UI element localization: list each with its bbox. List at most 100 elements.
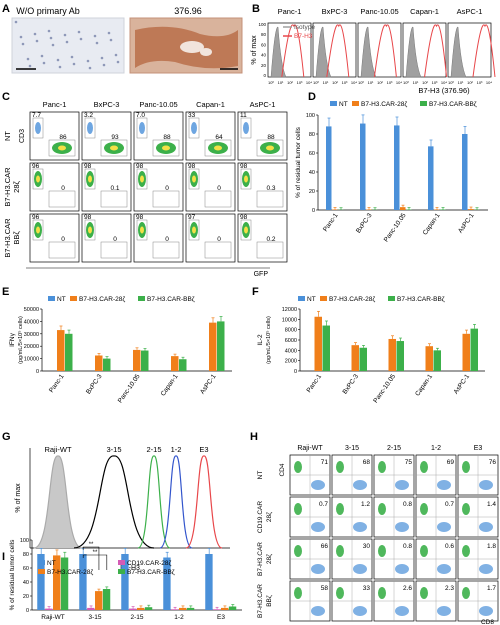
histogram-frame: [357, 22, 402, 78]
tcell-cluster-core: [36, 226, 40, 234]
panel-a-title-right: 376.96: [174, 6, 202, 16]
panel-a-title-left: W/O primary Ab: [16, 6, 80, 16]
legend-entry: B7-H3.CAR-BBζ: [147, 296, 195, 303]
gate-cd3: [32, 117, 44, 139]
ihc-nucleus-mark: [107, 31, 111, 35]
cd4-cluster: [378, 587, 386, 599]
legend-entry: B7-H3.CAR-28ζ: [47, 569, 93, 576]
y-tick-label: 50000: [24, 307, 39, 313]
bar: [428, 146, 434, 210]
gate-gfp: [100, 241, 128, 259]
overlay-histogram: [33, 455, 83, 549]
tcell-cluster: [139, 122, 145, 134]
tcell-cluster-core: [244, 226, 248, 234]
bar: [171, 356, 179, 371]
quadrant-percent: 1.8: [487, 543, 496, 550]
bar: [388, 338, 396, 371]
ihc-nucleus-mark: [35, 39, 39, 43]
cd8-cluster: [437, 564, 451, 574]
tcell-cluster-core: [140, 175, 144, 183]
bar: [53, 555, 61, 610]
bar: [462, 134, 468, 210]
quadrant-percent: 69: [447, 459, 455, 466]
gate-percent: 33: [188, 112, 196, 119]
flow-plot: [237, 111, 288, 161]
gate-percent: 0.1: [110, 185, 119, 192]
gate-percent: 0: [61, 236, 65, 243]
y-axis-label: IFNγ: [9, 332, 16, 346]
panel-letter: D: [308, 91, 316, 103]
row-label: 28ζ: [266, 512, 273, 522]
gate-percent: 7.7: [32, 112, 41, 119]
tick-label: 10⁰: [358, 80, 364, 85]
bar: [186, 607, 195, 610]
legend-swatch: [298, 296, 305, 301]
tcell-cluster: [191, 122, 197, 134]
b7h3-curve: [424, 24, 448, 78]
histogram-label: 3-15: [106, 445, 121, 454]
tick-label: 10¹: [278, 80, 284, 85]
significance-bracket: [82, 546, 100, 570]
cd4-cluster: [462, 503, 470, 515]
quadrant-percent: 1.4: [487, 501, 496, 508]
gate-cd3: [32, 219, 44, 241]
bar: [433, 350, 441, 371]
histogram-title: AsPC-1: [457, 7, 483, 16]
ihc-nucleus-mark: [42, 61, 46, 65]
y-tick-label: 60: [309, 151, 315, 157]
bar: [213, 609, 221, 610]
gate-cd3: [84, 117, 96, 139]
quadrant-percent: 71: [321, 459, 329, 466]
column-title: 3-15: [345, 445, 359, 452]
bar: [137, 607, 145, 610]
ihc-nucleus-mark: [109, 38, 113, 42]
gate-gfp: [100, 190, 128, 208]
category-label: AsPC-1: [199, 373, 218, 396]
cd8-cluster: [353, 606, 367, 616]
category-label: AsPC-1: [457, 212, 476, 235]
bar: [205, 554, 213, 610]
y-tick-label: 6000: [285, 338, 297, 344]
tick-label: 10²: [332, 80, 338, 85]
legend-entry: B7-H3.CAR-BBζ: [429, 101, 477, 108]
category-label: Panc-1: [48, 373, 66, 394]
gate-gfp: [152, 139, 180, 157]
flow-plot: [133, 162, 184, 212]
quadrant-percent: 2.6: [403, 585, 412, 592]
cd8-cluster: [395, 564, 409, 574]
histogram-title: Panc-1: [278, 7, 302, 16]
cd4-cluster: [336, 587, 344, 599]
cd4-cluster: [336, 461, 344, 473]
panel-letter: E: [2, 286, 9, 298]
cd4-cluster: [378, 545, 386, 557]
quadrant-percent: 75: [405, 459, 413, 466]
bar: [470, 328, 478, 371]
category-label: 3-15: [88, 614, 101, 621]
quadrant-percent: 0.7: [319, 501, 328, 508]
ihc-nucleus-mark: [33, 32, 37, 36]
bar: [144, 607, 153, 610]
legend-entry: B7-H3.CAR-BBζ: [397, 296, 445, 303]
flow-plot: [81, 111, 132, 161]
column-title: 1-2: [431, 445, 441, 452]
bar: [396, 341, 404, 371]
bar: [171, 609, 179, 610]
histogram-frame: [267, 22, 312, 78]
quadrant-percent: 66: [321, 543, 329, 550]
y-axis-label-units: (pg/mL/5×10⁵ cells): [265, 316, 272, 364]
row-label: 28ζ: [12, 180, 21, 192]
cd8-cluster: [395, 606, 409, 616]
column-title: Panc-1: [43, 100, 67, 109]
flow-plot: [81, 213, 132, 263]
row-label: 28ζ: [266, 554, 273, 564]
y-tick-label: 80: [23, 552, 29, 558]
ihc-nucleus-mark: [77, 30, 81, 34]
row-label: B7-H3.CAR: [257, 542, 264, 576]
cd8-cluster: [311, 606, 325, 616]
y-tick-label: 40: [23, 580, 29, 586]
category-label: Capan-1: [160, 373, 180, 398]
legend-entry: NT: [47, 560, 56, 567]
cd4-cluster: [420, 503, 428, 515]
bar: [163, 557, 171, 610]
